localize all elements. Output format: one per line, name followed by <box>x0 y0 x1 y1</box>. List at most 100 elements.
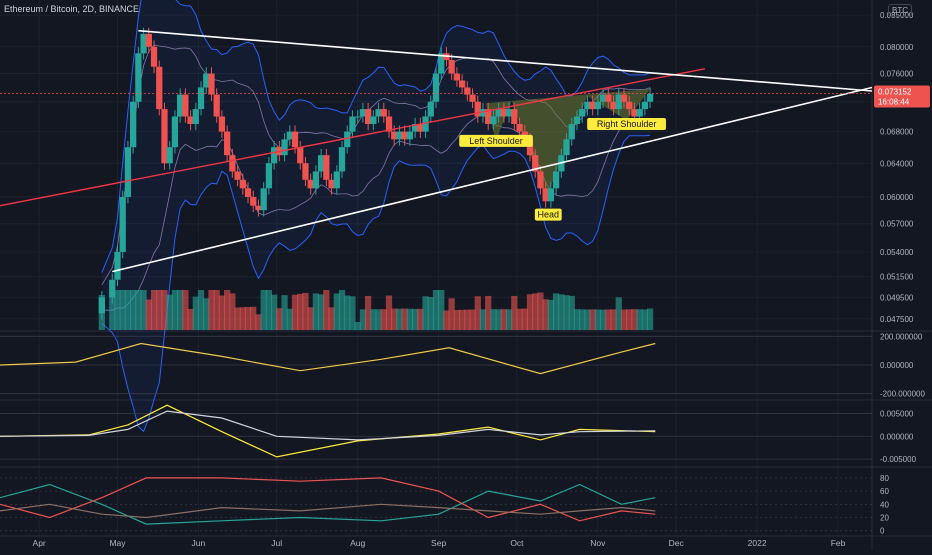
volume-bar <box>573 309 581 330</box>
volume-bar <box>469 309 476 330</box>
volume-bar <box>297 293 304 330</box>
candle-body <box>161 109 168 164</box>
volume-bar <box>537 292 544 330</box>
y-tick-label: 0.000000 <box>880 361 914 370</box>
y-tick-label: 0.076000 <box>880 70 914 79</box>
candle-body <box>333 171 340 189</box>
volume-bar <box>385 295 393 330</box>
annotation-label: Head <box>538 210 560 220</box>
volume-bar <box>140 290 147 330</box>
volume-bar <box>307 307 314 330</box>
candle-body <box>370 116 377 124</box>
candle-body <box>317 155 325 172</box>
macd-series-line <box>0 410 656 441</box>
candle-body <box>224 131 231 156</box>
candle-body <box>511 109 518 124</box>
candle-body <box>229 155 236 172</box>
y-tick-label: 40 <box>880 500 889 509</box>
volume-bar <box>605 309 612 330</box>
candle-body <box>391 131 398 140</box>
candle-body <box>281 139 288 156</box>
volume-bar <box>150 290 158 330</box>
candle-body <box>124 147 132 197</box>
x-tick-label: May <box>109 538 126 548</box>
candle-body <box>589 101 596 110</box>
volume-bar <box>615 297 622 330</box>
candle-body <box>427 101 434 117</box>
volume-bar <box>260 290 267 330</box>
candle-body <box>166 147 173 164</box>
volume-bar <box>542 299 549 330</box>
volume-bar <box>333 293 340 330</box>
y-tick-label: -0.005000 <box>880 455 917 464</box>
volume-bar <box>323 290 330 330</box>
y-tick-label: 0.051500 <box>880 273 914 282</box>
y-tick-label: 0 <box>880 527 885 536</box>
volume-bar <box>474 296 481 330</box>
volume-bar <box>124 290 132 330</box>
volume-bar <box>375 309 382 330</box>
volume-bar <box>636 309 643 330</box>
volume-bar <box>479 309 487 330</box>
candle-body <box>135 53 142 102</box>
y-tick-label: 200.000000 <box>880 332 923 341</box>
candle-body <box>218 116 226 132</box>
volume-bar <box>453 310 461 330</box>
volume-bar <box>276 308 283 330</box>
volume-bar <box>401 308 408 330</box>
volume-bar <box>224 290 231 330</box>
dmi-series-line <box>0 477 656 522</box>
volume-bar <box>432 290 440 330</box>
candle-body <box>265 163 273 189</box>
candle-body <box>234 171 241 180</box>
candle-body <box>516 123 523 132</box>
volume-bar <box>239 307 246 330</box>
volume-bar <box>135 290 142 330</box>
dmi-series-line <box>0 483 656 525</box>
currency-badge[interactable]: BTC <box>888 4 912 17</box>
candle-body <box>323 155 330 180</box>
volume-bar <box>443 310 450 330</box>
volume-bar <box>270 294 278 330</box>
candle-body <box>114 251 121 280</box>
volume-bar <box>579 309 586 330</box>
candle-body <box>579 109 586 117</box>
candle-body <box>307 179 314 189</box>
candle-body <box>547 188 555 202</box>
candle-body <box>119 196 126 252</box>
candle-body <box>312 171 320 189</box>
y-tick-label: 0.000000 <box>880 432 914 441</box>
candle-body <box>641 101 648 110</box>
volume-bar <box>370 309 377 330</box>
candle-body <box>485 109 492 124</box>
candle-body <box>448 59 455 74</box>
volume-bar <box>312 293 320 330</box>
x-tick-label: Oct <box>510 538 524 548</box>
candle-body <box>584 101 591 110</box>
candle-body <box>145 33 152 47</box>
lower-band-line <box>101 134 651 433</box>
volume-bar <box>192 296 199 330</box>
candle-body <box>631 109 638 117</box>
volume-bar <box>265 290 273 330</box>
band-fill <box>101 0 651 432</box>
candle-body <box>328 179 335 189</box>
upper-band-line <box>101 0 651 273</box>
volume-bar <box>286 308 293 330</box>
candle-body <box>354 116 361 118</box>
volume-bar <box>646 308 654 330</box>
x-tick-label: Aug <box>350 538 365 548</box>
volume-bar <box>114 290 121 330</box>
candle-body <box>208 73 215 95</box>
macd-series-line <box>0 404 656 458</box>
candle-body <box>542 188 549 202</box>
candle-body <box>417 123 424 132</box>
x-tick-label: Sep <box>431 538 446 548</box>
x-tick-label: 2022 <box>748 538 767 548</box>
volume-bar <box>197 290 205 330</box>
candle-body <box>474 101 481 117</box>
volume-bar <box>599 309 607 330</box>
candle-body <box>187 116 194 124</box>
